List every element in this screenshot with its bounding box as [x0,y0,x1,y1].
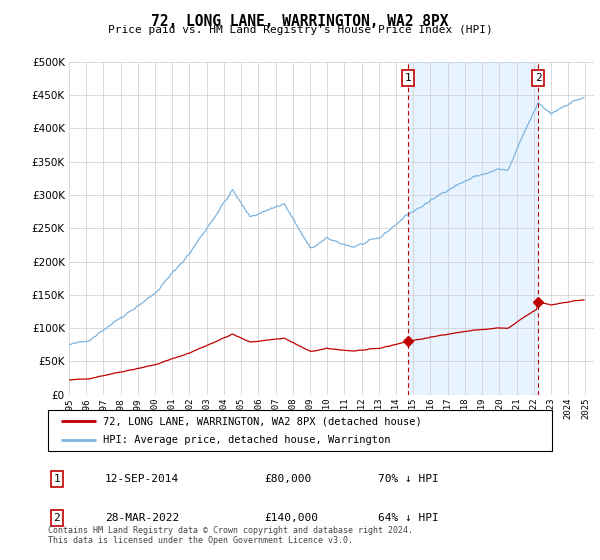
FancyBboxPatch shape [48,410,552,451]
Text: 2: 2 [53,513,61,523]
Bar [408,62,538,395]
Text: 72, LONG LANE, WARRINGTON, WA2 8PX (detached house): 72, LONG LANE, WARRINGTON, WA2 8PX (deta… [103,417,422,426]
Text: £80,000: £80,000 [264,474,311,484]
Text: Price paid vs. HM Land Registry's House Price Index (HPI): Price paid vs. HM Land Registry's House … [107,25,493,35]
Text: 1: 1 [53,474,61,484]
Text: 28-MAR-2022: 28-MAR-2022 [105,513,179,523]
Text: 1: 1 [405,73,412,83]
Text: Contains HM Land Registry data © Crown copyright and database right 2024.
This d: Contains HM Land Registry data © Crown c… [48,526,413,545]
Text: £140,000: £140,000 [264,513,318,523]
Text: 2: 2 [535,73,541,83]
Text: 72, LONG LANE, WARRINGTON, WA2 8PX: 72, LONG LANE, WARRINGTON, WA2 8PX [151,14,449,29]
Text: HPI: Average price, detached house, Warrington: HPI: Average price, detached house, Warr… [103,435,391,445]
Text: 12-SEP-2014: 12-SEP-2014 [105,474,179,484]
Text: 64% ↓ HPI: 64% ↓ HPI [378,513,439,523]
Text: 70% ↓ HPI: 70% ↓ HPI [378,474,439,484]
